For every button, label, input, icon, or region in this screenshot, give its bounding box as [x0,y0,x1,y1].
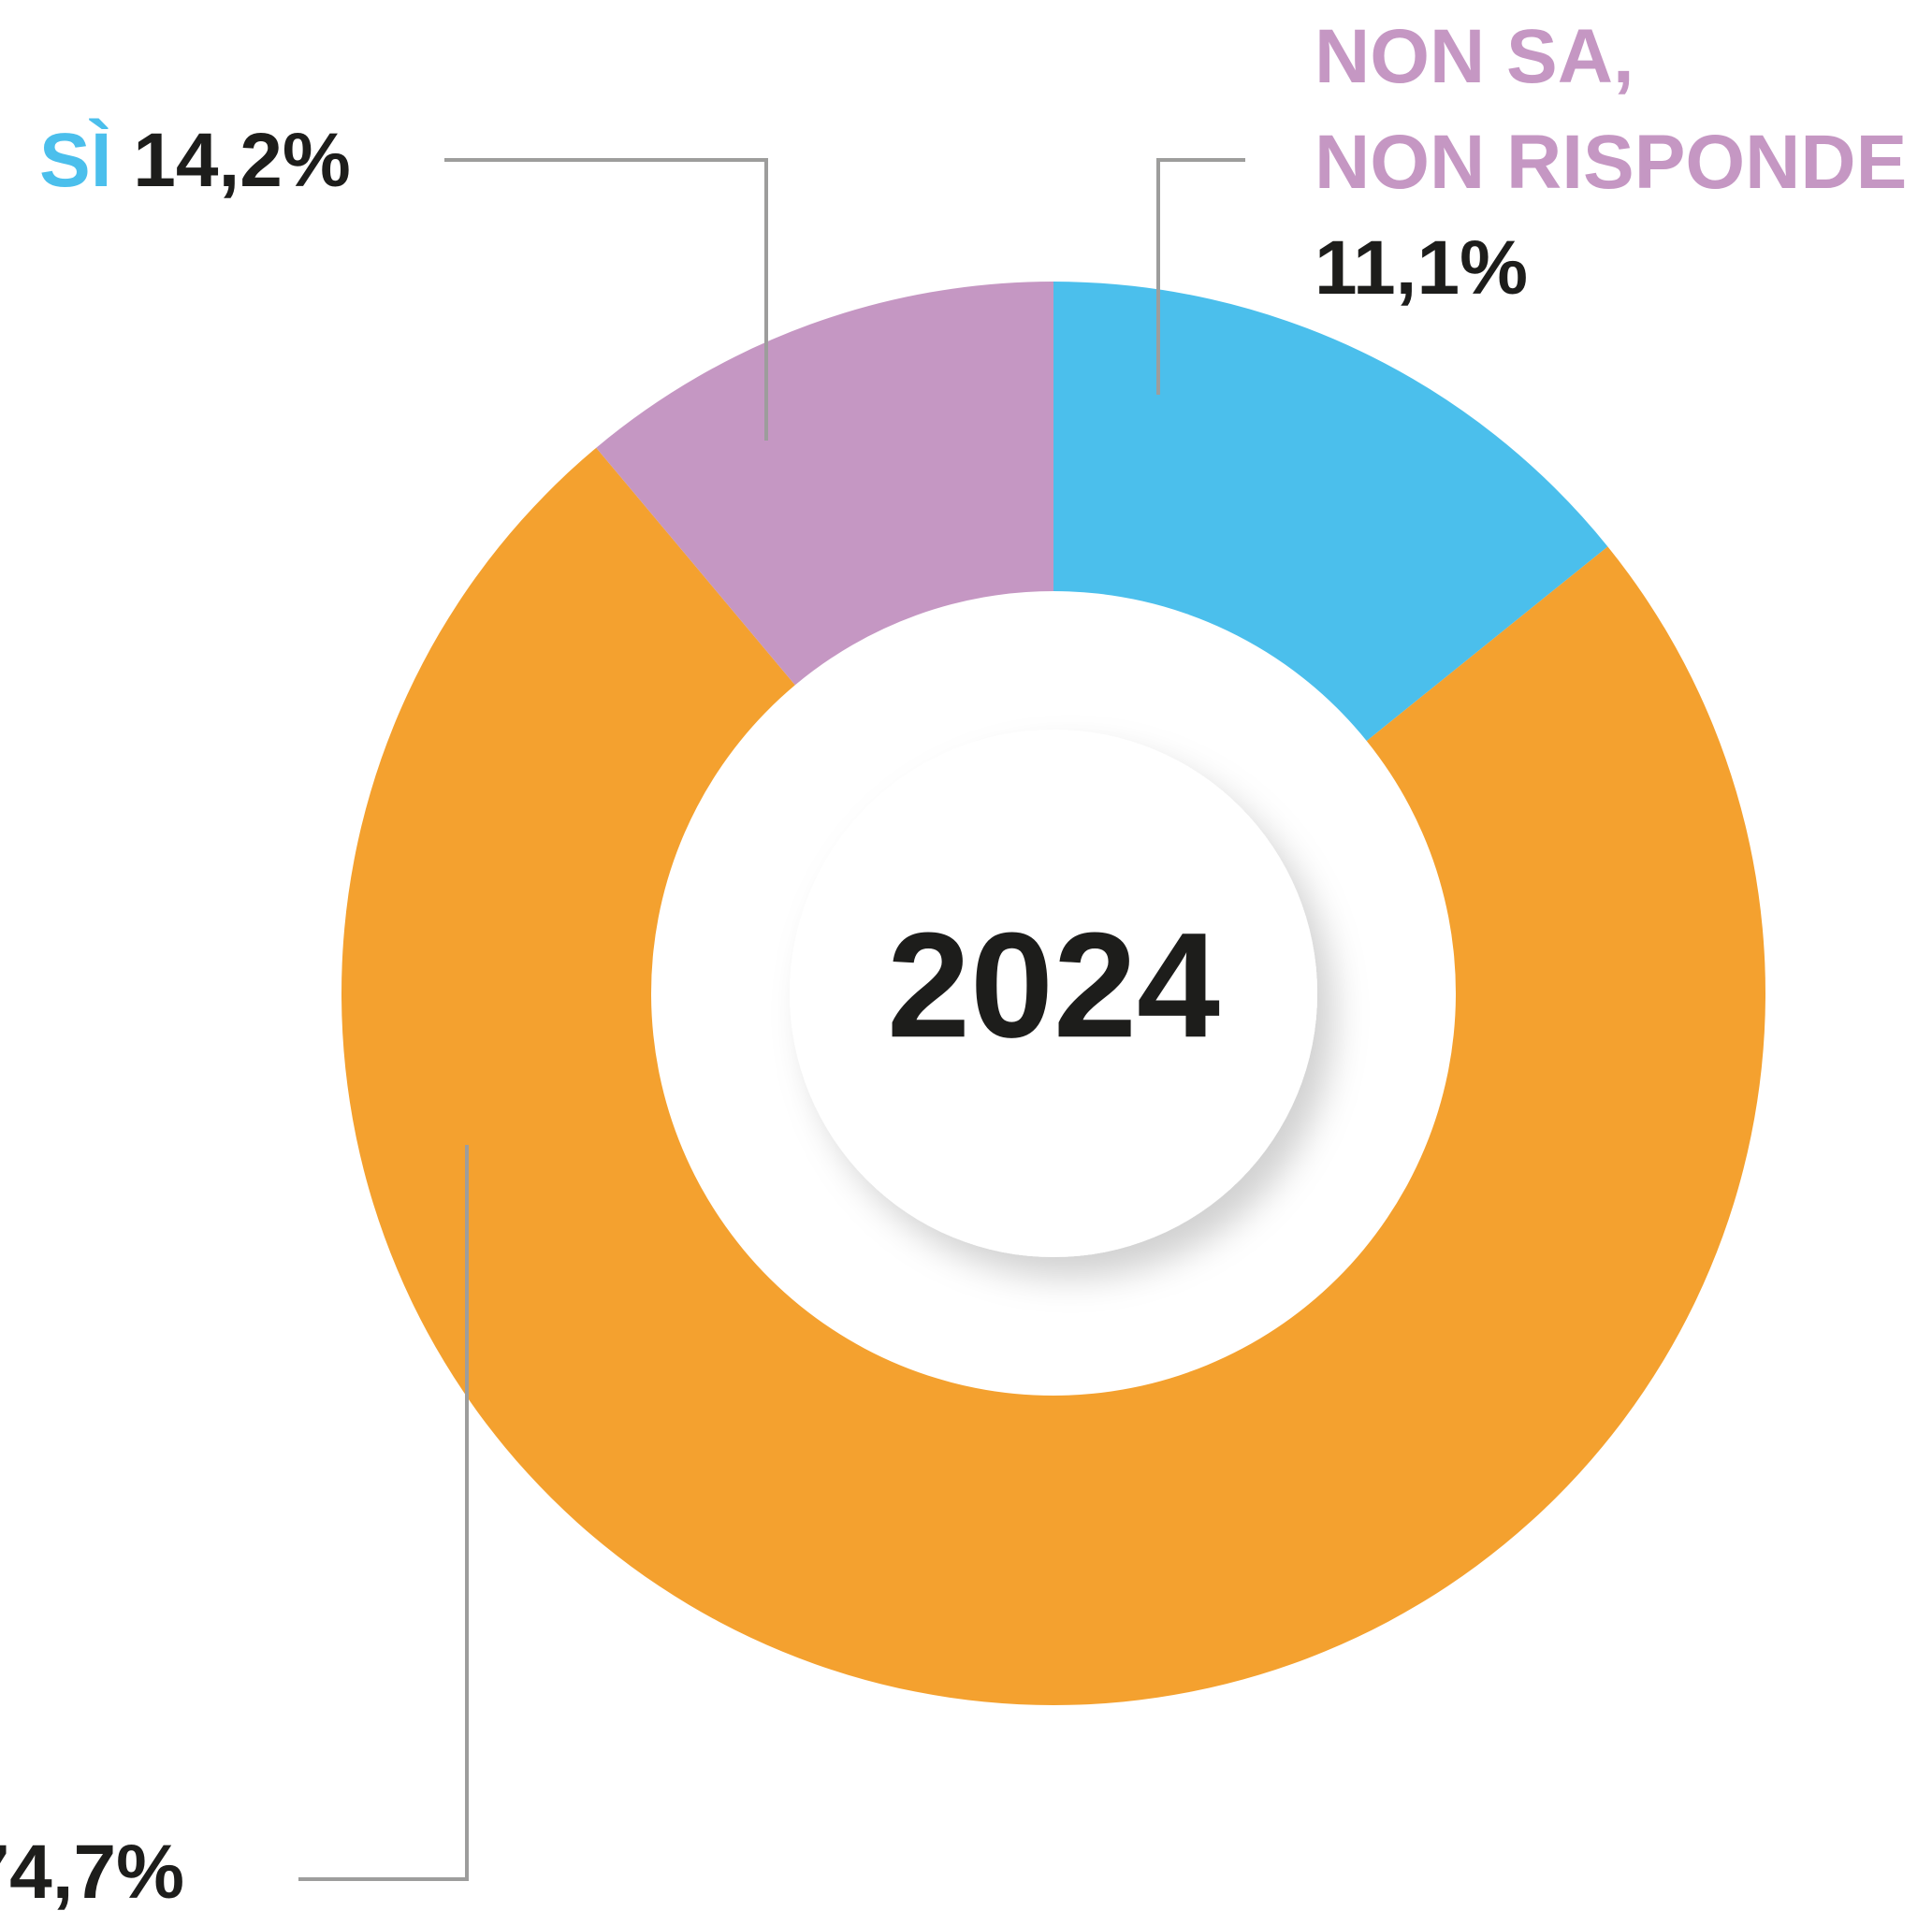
slice [341,447,1765,1705]
slice [1053,282,1608,742]
value-label: 11,1% [1315,225,1528,311]
slices [341,282,1765,1705]
category-label: NON SA, NON RISPONDE [1315,14,1908,205]
center-label: 2024 [887,901,1220,1068]
value-label: 14,2% [133,118,351,203]
label-si: SÌ 14,2% [39,108,351,213]
value-label: 74,7% [0,1830,184,1915]
label-nonsa: NON SA, NON RISPONDE 11,1% [1315,4,1907,321]
leader-line [444,158,768,441]
category-label: SÌ [39,118,112,203]
leader-line [298,1145,469,1881]
slice [596,282,1053,686]
center-disc [790,730,1317,1257]
leader-line [1156,158,1245,395]
label-no: 74,7% [0,1819,184,1925]
leader-lines [298,158,1245,1881]
